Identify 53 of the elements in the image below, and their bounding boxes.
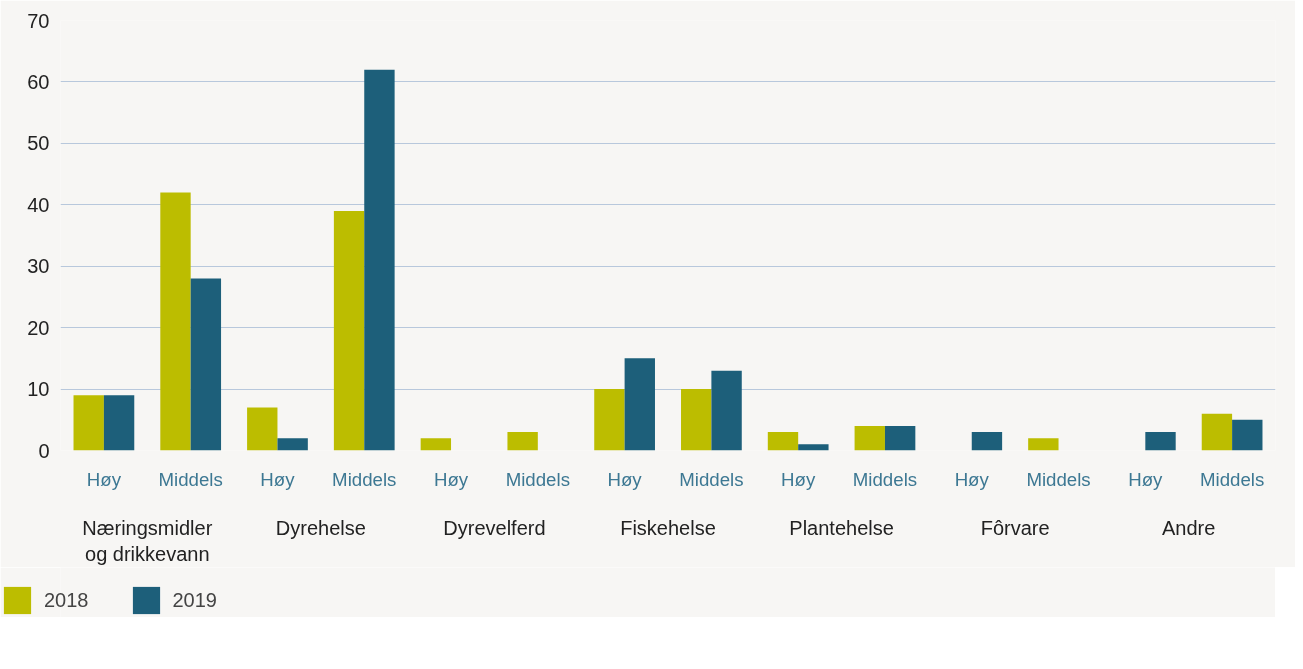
bar: [1232, 419, 1263, 451]
bar: [798, 444, 829, 451]
x-tick-label: Høy: [781, 468, 816, 490]
text: Andre: [1162, 516, 1216, 539]
legend-label: 2018: [44, 588, 89, 612]
x-tick-label: Høy: [86, 468, 122, 490]
bar: [507, 432, 538, 451]
x-tick-label: Middels: [1026, 468, 1091, 490]
y-tick-label: 0: [38, 439, 50, 462]
y-tick-label: 70: [27, 9, 50, 32]
bar: [1201, 413, 1233, 451]
x-tick-label: Middels: [679, 468, 744, 490]
y-tick-label: 20: [27, 316, 50, 339]
x-tick-label: Middels: [505, 468, 570, 490]
x-tick-label: Høy: [954, 468, 990, 490]
bar: [681, 389, 712, 451]
x-tick-label: Middels: [852, 468, 918, 490]
bar: [1028, 438, 1059, 451]
bar: [854, 425, 885, 451]
text: Fôrvare: [980, 516, 1050, 539]
x-tick-label: Høy: [607, 468, 643, 490]
x-tick-label: Høy: [433, 468, 469, 490]
bar: [247, 407, 278, 451]
text: Plantehelse: [789, 516, 894, 539]
bar: [333, 210, 365, 451]
x-tick-label: Middels: [158, 468, 223, 490]
bar: [420, 438, 452, 451]
bar: [73, 395, 104, 451]
x-tick-label: Middels: [1199, 468, 1265, 490]
x-tick-label: Middels: [332, 468, 397, 490]
bar: [624, 358, 655, 451]
y-tick-label: 50: [27, 132, 50, 155]
y-tick-label: 60: [27, 70, 50, 93]
x-tick-label: Høy: [260, 468, 296, 490]
text: Dyrevelferd: [443, 516, 546, 539]
bar: [1145, 432, 1176, 451]
bar: [103, 395, 135, 451]
bar: [971, 432, 1003, 451]
bar: [277, 438, 308, 451]
text: Dyrehelse: [275, 516, 366, 539]
y-tick-label: 30: [27, 255, 50, 278]
bar: [364, 69, 395, 451]
bar: [160, 192, 191, 451]
text: Næringsmidler og drikkevann: [82, 516, 213, 565]
bar: [884, 425, 916, 451]
bar: [190, 278, 222, 451]
legend-label: 2019: [172, 588, 217, 612]
bar: [711, 370, 742, 451]
y-tick-label: 40: [27, 193, 50, 216]
text: Fiskehelse: [620, 516, 716, 539]
y-tick-label: 10: [27, 378, 50, 401]
x-tick-label: Høy: [1128, 468, 1164, 490]
bar: [594, 389, 625, 451]
